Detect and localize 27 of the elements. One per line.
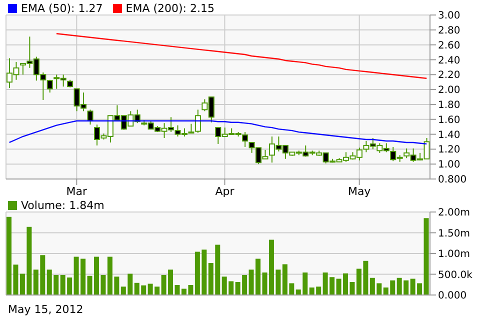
text: May 15, 2012	[7, 303, 84, 316]
legend-label: Volume: 1.84m	[21, 199, 104, 212]
y-tick-label: 0.000	[438, 290, 467, 302]
y-tick-label: 1.20	[438, 144, 460, 156]
y-tick-label: 2.00	[438, 85, 460, 96]
bar	[424, 218, 429, 295]
candlestick	[87, 109, 94, 126]
y-tick-label: 1.50m	[438, 228, 470, 240]
legend-label: EMA (200): 2.15	[126, 2, 214, 15]
x-tick-label: May	[348, 184, 372, 198]
line-series	[56, 33, 428, 79]
x-tick-label: Apr	[215, 184, 235, 198]
y-tick-label: 1.60	[438, 114, 460, 126]
y-tick-label: 1.40	[438, 130, 460, 141]
y-tick-label: 1.00m	[438, 249, 470, 260]
y-tick-label: 500.0k	[438, 270, 473, 281]
y-tick-label: 0.800	[438, 174, 467, 186]
x-tick-label: Mar	[66, 184, 88, 198]
y-tick-label: 2.00m	[438, 208, 470, 219]
y-tick-label: 2.40	[438, 55, 460, 66]
y-tick-label: 1.00	[438, 160, 460, 171]
y-tick-label: 2.80	[438, 25, 460, 36]
y-tick-label: 2.20	[438, 70, 460, 82]
y-tick-label: 2.60	[438, 40, 460, 52]
legend-label: EMA (50): 1.27	[21, 2, 103, 15]
y-tick-label: 1.80	[438, 100, 460, 112]
y-tick-label: 3.00	[438, 10, 460, 22]
